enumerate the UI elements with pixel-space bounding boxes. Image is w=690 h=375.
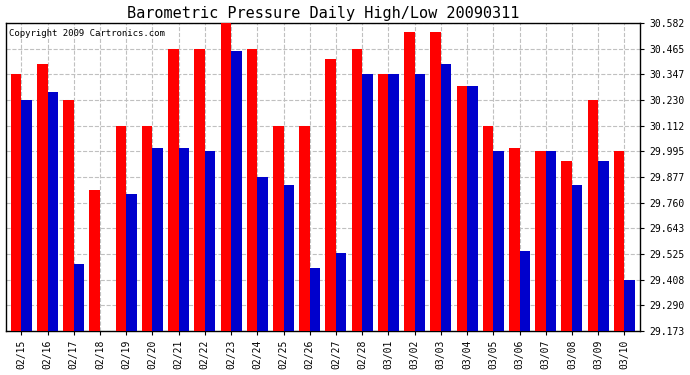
Bar xyxy=(624,280,635,331)
Bar xyxy=(415,75,425,331)
Bar xyxy=(546,152,556,331)
Bar xyxy=(63,100,74,331)
Text: Copyright 2009 Cartronics.com: Copyright 2009 Cartronics.com xyxy=(9,29,165,38)
Bar xyxy=(588,100,598,331)
Bar xyxy=(326,58,336,331)
Bar xyxy=(493,152,504,331)
Bar xyxy=(168,49,179,331)
Bar xyxy=(520,251,530,331)
Bar xyxy=(562,161,572,331)
Bar xyxy=(614,152,624,331)
Bar xyxy=(48,92,58,331)
Bar xyxy=(11,75,21,331)
Bar xyxy=(74,264,84,331)
Bar xyxy=(336,253,346,331)
Bar xyxy=(299,126,310,331)
Bar xyxy=(142,126,152,331)
Bar xyxy=(457,86,467,331)
Bar xyxy=(388,75,399,331)
Bar xyxy=(21,100,32,331)
Bar xyxy=(152,148,163,331)
Bar xyxy=(431,32,441,331)
Bar xyxy=(90,190,100,331)
Bar xyxy=(483,126,493,331)
Bar xyxy=(205,152,215,331)
Bar xyxy=(310,268,320,331)
Bar xyxy=(378,75,388,331)
Bar xyxy=(257,177,268,331)
Bar xyxy=(467,86,477,331)
Bar xyxy=(195,49,205,331)
Bar xyxy=(352,49,362,331)
Bar xyxy=(247,49,257,331)
Bar xyxy=(179,148,189,331)
Bar xyxy=(231,51,241,331)
Title: Barometric Pressure Daily High/Low 20090311: Barometric Pressure Daily High/Low 20090… xyxy=(127,6,519,21)
Bar xyxy=(116,126,126,331)
Bar xyxy=(37,64,48,331)
Bar xyxy=(509,148,520,331)
Bar xyxy=(362,75,373,331)
Bar xyxy=(284,184,294,331)
Bar xyxy=(441,64,451,331)
Bar xyxy=(221,23,231,331)
Bar xyxy=(572,184,582,331)
Bar xyxy=(598,161,609,331)
Bar xyxy=(535,152,546,331)
Bar xyxy=(273,126,284,331)
Bar xyxy=(404,32,415,331)
Bar xyxy=(126,194,137,331)
